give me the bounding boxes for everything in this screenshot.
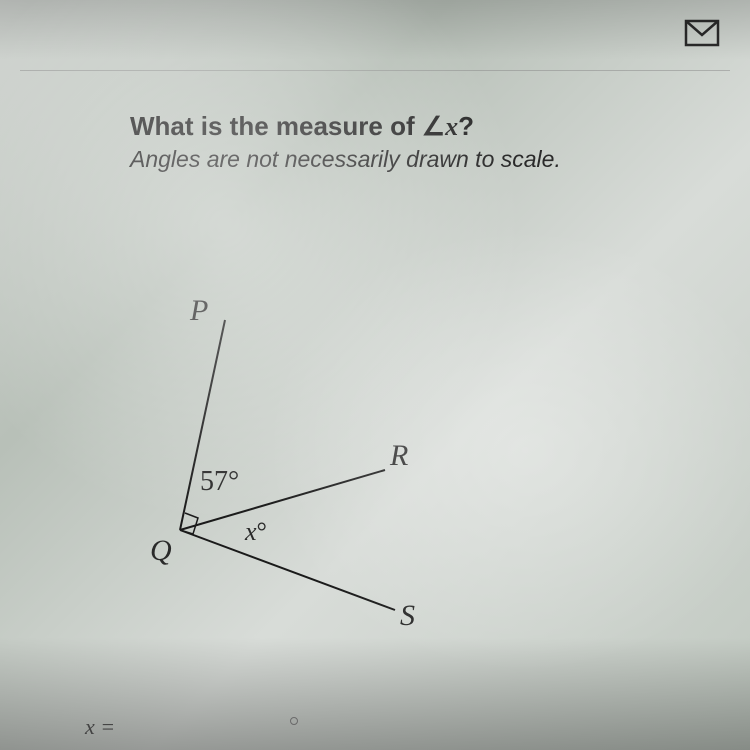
top-bar: [0, 0, 750, 70]
question-variable: x: [445, 112, 458, 141]
angle-figure: P R S Q 57°x°: [90, 290, 490, 660]
svg-text:P: P: [189, 294, 208, 327]
envelope-icon[interactable]: [684, 19, 720, 52]
answer-input[interactable]: [290, 717, 298, 725]
question-suffix: ?: [458, 111, 474, 141]
divider: [20, 70, 730, 71]
svg-text:57°: 57°: [200, 466, 239, 497]
question-subtitle: Angles are not necessarily drawn to scal…: [130, 146, 750, 173]
svg-text:S: S: [400, 599, 415, 632]
svg-text:R: R: [389, 439, 408, 472]
answer-lhs: x =: [85, 714, 115, 740]
question-block: What is the measure of ∠x? Angles are no…: [0, 71, 750, 173]
question-text: What is the measure of ∠x?: [130, 111, 750, 142]
angle-symbol: ∠: [422, 112, 445, 141]
question-prefix: What is the measure of: [130, 111, 422, 141]
svg-text:x°: x°: [244, 517, 267, 546]
svg-text:Q: Q: [150, 534, 172, 567]
